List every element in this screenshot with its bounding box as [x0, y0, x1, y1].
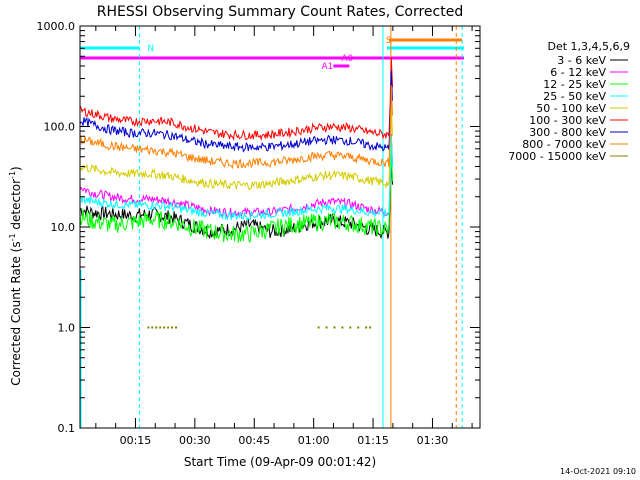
- legend-label-50-100-kev: 50 - 100 keV: [536, 102, 606, 115]
- data-point-7000-15000-kev: [365, 326, 368, 329]
- x-tick-label: 00:15: [120, 434, 152, 447]
- y-tick-label: 10.0: [51, 221, 76, 234]
- legend-label-12-25-kev: 12 - 25 keV: [543, 78, 606, 91]
- annotation-label-a1: A1: [322, 62, 334, 72]
- legend-label-300-800-kev: 300 - 800 keV: [529, 126, 606, 139]
- legend-label-7000-15000-kev: 7000 - 15000 keV: [508, 150, 606, 163]
- legend-label-3-6-kev: 3 - 6 keV: [557, 54, 606, 67]
- data-point-7000-15000-kev: [349, 326, 352, 329]
- series-line-800-7000-kev: [79, 85, 393, 170]
- data-point-7000-15000-kev: [171, 326, 174, 329]
- footer-timestamp: 14-Oct-2021 09:10: [560, 467, 636, 476]
- legend-label-6-12-kev: 6 - 12 keV: [550, 66, 606, 79]
- data-point-7000-15000-kev: [151, 326, 154, 329]
- data-point-7000-15000-kev: [167, 326, 170, 329]
- data-point-7000-15000-kev: [159, 326, 162, 329]
- series-line-6-12-kev: [79, 134, 393, 218]
- series-line-300-800-kev: [79, 70, 393, 153]
- plot-area: N A1 A0 S: [79, 26, 464, 428]
- y-axis-label-sup1: -1: [8, 233, 17, 241]
- y-tick-label: 1000.0: [37, 20, 76, 33]
- axes: 1000.0 100.0 10.0 1.0 0.1 00:15 00:30 00:45 01:0…: [37, 20, 481, 447]
- y-axis-label-end: ): [9, 166, 23, 171]
- data-point-7000-15000-kev: [317, 326, 320, 329]
- x-tick-label: 01:15: [357, 434, 389, 447]
- data-point-7000-15000-kev: [369, 326, 372, 329]
- y-axis-label: Corrected Count Rate (s-1 detector-1): [8, 166, 23, 385]
- x-tick-label: 00:30: [179, 434, 211, 447]
- series-line-25-50-kev: [79, 135, 393, 222]
- data-point-7000-15000-kev: [333, 326, 336, 329]
- data-point-7000-15000-kev: [341, 326, 344, 329]
- annotation-label-a0: A0: [341, 54, 353, 64]
- annotation-label-n: N: [147, 44, 154, 54]
- data-point-7000-15000-kev: [147, 326, 150, 329]
- y-tick-label: 100.0: [44, 121, 76, 134]
- legend-label-100-300-kev: 100 - 300 keV: [529, 114, 606, 127]
- x-tick-label: 01:30: [417, 434, 449, 447]
- y-axis-label-main: Corrected Count Rate (s: [9, 241, 23, 385]
- data-point-7000-15000-kev: [325, 326, 328, 329]
- x-tick-label: 00:45: [238, 434, 270, 447]
- data-point-7000-15000-kev: [175, 326, 178, 329]
- data-point-7000-15000-kev: [357, 326, 360, 329]
- x-tick-label: 01:00: [298, 434, 330, 447]
- y-axis-label-mid: detector: [9, 179, 23, 234]
- legend-label-25-50-kev: 25 - 50 keV: [543, 90, 606, 103]
- chart-title: RHESSI Observing Summary Count Rates, Co…: [97, 4, 463, 20]
- annotation-label-s: S: [386, 36, 392, 46]
- legend-label-800-7000-kev: 800 - 7000 keV: [522, 138, 606, 151]
- series-line-50-100-kev: [79, 105, 393, 191]
- series-line-100-300-kev: [79, 56, 393, 142]
- y-tick-label: 0.1: [58, 422, 76, 435]
- data-point-7000-15000-kev: [163, 326, 166, 329]
- series-line-12-25-kev: [79, 150, 393, 243]
- data-point-7000-15000-kev: [155, 326, 158, 329]
- y-axis-label-sup2: -1: [8, 171, 17, 179]
- legend-title: Det 1,3,4,5,6,9: [547, 40, 630, 53]
- y-tick-label: 1.0: [58, 322, 76, 335]
- x-axis-label: Start Time (09-Apr-09 00:01:42): [184, 455, 376, 469]
